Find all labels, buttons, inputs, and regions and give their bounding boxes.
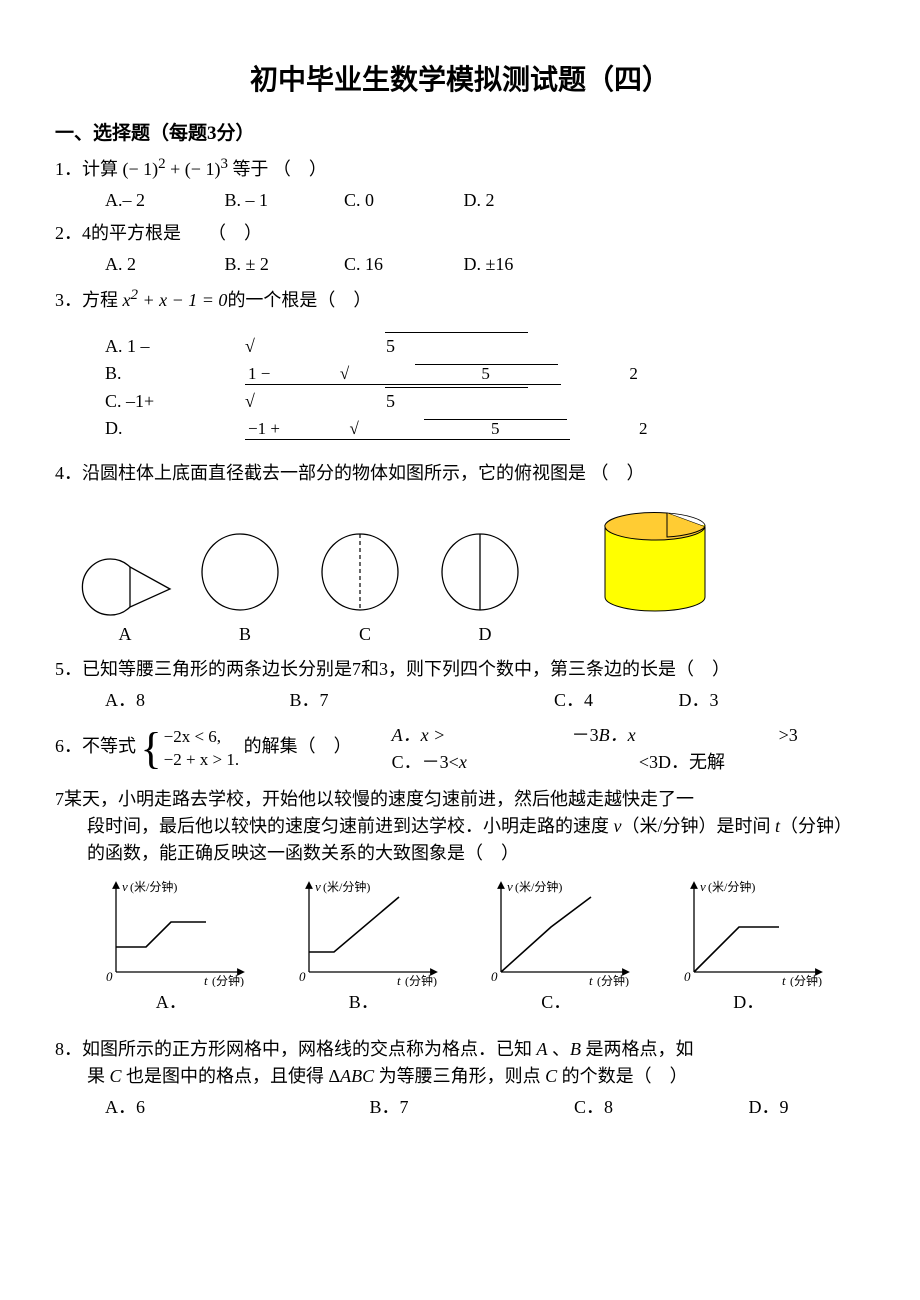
q6-system: −2x < 6,−2 + x > 1. [164,726,240,770]
q3-opt-a: A. 1 – 5 [105,332,528,360]
q5-options: A．8 B．7 C．4 D．3 [55,687,865,714]
q1-pre: 1．计算 (− 1) [55,159,158,179]
question-6: 6．不等式 {−2x < 6,−2 + x > 1. 的解集（ ） A．x >－… [55,722,865,776]
q7-chart-a: v(米/分钟) t (分钟) 0 [86,877,256,987]
q2-opt-c: C. 16 [344,251,459,278]
svg-text:(米/分钟): (米/分钟) [708,879,755,894]
q7-label-c: C． [476,989,636,1016]
q8-options: A．6 B．7 C．8 D．9 [55,1094,865,1121]
q1-opt-b: B. – 1 [225,187,340,214]
section-header: 一、选择题（每题3分） [55,120,865,149]
svg-text:v: v [700,879,706,894]
q7-label-a: A． [91,989,251,1016]
svg-text:0: 0 [106,969,113,984]
brace-icon: { [141,729,162,769]
q3-opt-c: C. –1+ 5 [105,387,528,415]
q6-opt-a: A．x >－3 [392,722,599,749]
question-3: 3．方程 x2 + x − 1 = 0的一个根是（ ） [55,284,865,314]
q8-opt-b: B．7 [370,1094,570,1121]
q4-shapes-row [75,497,865,617]
q6-options: A．x >－3B．x>3 C．－3<x<3D．无解 [392,722,798,776]
svg-text:0: 0 [684,969,691,984]
svg-text:v: v [507,879,513,894]
q4-label-d: D [435,621,535,648]
q7-label-b: B． [284,989,444,1016]
q6-opt-d: D．无解 [658,752,725,772]
q4-label-a: A [75,621,175,648]
page-title: 初中毕业生数学模拟测试题（四） [55,60,865,102]
svg-text:(米/分钟): (米/分钟) [130,879,177,894]
q4-shape-a [75,547,175,617]
svg-text:(分钟): (分钟) [405,973,437,987]
q3-options: A. 1 – 5 B. 1 − 52 C. –1+ 5 D. −1 + 52 [55,332,865,442]
q4-shape-c [315,527,415,617]
q6-post: 的解集（ ） [239,737,352,757]
svg-text:(分钟): (分钟) [790,973,822,987]
q6-pre: 6．不等式 [55,737,141,757]
q5-opt-c: C．4 [554,687,674,714]
q5-opt-d: D．3 [679,690,719,710]
q1-opt-c: C. 0 [344,187,459,214]
svg-text:v: v [315,879,321,894]
question-2: 2．4的平方根是 （ ） [55,220,865,247]
q3-post: 的一个根是（ ） [227,290,371,310]
svg-text:t: t [782,973,786,987]
q4-cylinder [595,497,725,617]
q8-opt-c: C．8 [574,1094,744,1121]
q4-label-c: C [315,621,415,648]
q8-opt-d: D．9 [749,1097,789,1117]
q7-chart-d: v(米/分钟) t (分钟) 0 [664,877,834,987]
q5-opt-b: B．7 [290,687,550,714]
svg-text:v: v [122,879,128,894]
q2-options: A. 2 B. ± 2 C. 16 D. ±16 [55,251,865,278]
q1-opt-a: A.– 2 [105,187,220,214]
question-8: 8．如图所示的正方形网格中，网格线的交点称为格点．已知 A 、B 是两格点，如果… [55,1036,865,1090]
q4-shape-labels: A B C D [75,621,865,648]
q7-chart-b: v(米/分钟) t (分钟) 0 [279,877,449,987]
q4-shape-b [195,527,295,617]
q2-opt-d: D. ±16 [464,251,579,278]
q1-opt-d: D. 2 [464,187,579,214]
q7-label-d: D． [669,989,829,1016]
q3-opt-d: D. −1 + 52 [105,415,716,442]
q1-mid: + (− 1) [166,159,221,179]
q3-opt-b: B. 1 − 52 [105,360,707,387]
q2-opt-b: B. ± 2 [225,251,340,278]
q8-opt-a: A．6 [105,1094,365,1121]
q7-chart-labels: A． B． C． D． [75,989,845,1016]
q3-eq: x2 + x − 1 = 0 [123,290,228,310]
q2-opt-a: A. 2 [105,251,220,278]
q4-shape-d [435,527,535,617]
q7-charts: v(米/分钟) t(分钟) 0 v(米/分钟) t(分钟) 0 v(米/分钟) … [75,877,845,987]
q1-exp1: 2 [158,156,166,172]
svg-text:t: t [204,973,208,987]
svg-text:(米/分钟): (米/分钟) [515,879,562,894]
svg-text:t: t [397,973,401,987]
svg-text:t: t [589,973,593,987]
question-4: 4．沿圆柱体上底面直径截去一部分的物体如图所示，它的俯视图是 （ ） [55,460,865,487]
q6-opt-c: C．－3<x<3 [392,749,658,776]
q3-pre: 3．方程 [55,290,123,310]
q1-exp2: 3 [220,156,228,172]
question-7: 7某天，小明走路去学校，开始他以较慢的速度匀速前进，然后他越走越快走了一段时间，… [55,786,865,867]
q4-label-b: B [195,621,295,648]
svg-text:(分钟): (分钟) [597,973,629,987]
svg-text:0: 0 [299,969,306,984]
svg-text:0: 0 [491,969,498,984]
q6-opt-b: B．x>3 [599,725,798,745]
q1-stem: 1．计算 (− 1)2 + (− 1)3 等于 （ ） [55,159,327,179]
question-1: 1．计算 (− 1)2 + (− 1)3 等于 （ ） [55,153,865,183]
q1-post: 等于 （ ） [228,159,327,179]
svg-text:(分钟): (分钟) [212,973,244,987]
q7-chart-c: v(米/分钟) t (分钟) 0 [471,877,641,987]
q1-options: A.– 2 B. – 1 C. 0 D. 2 [55,187,865,214]
q5-opt-a: A．8 [105,687,285,714]
question-5: 5．已知等腰三角形的两条边长分别是7和3，则下列四个数中，第三条边的长是（ ） [55,656,865,683]
svg-text:(米/分钟): (米/分钟) [323,879,370,894]
